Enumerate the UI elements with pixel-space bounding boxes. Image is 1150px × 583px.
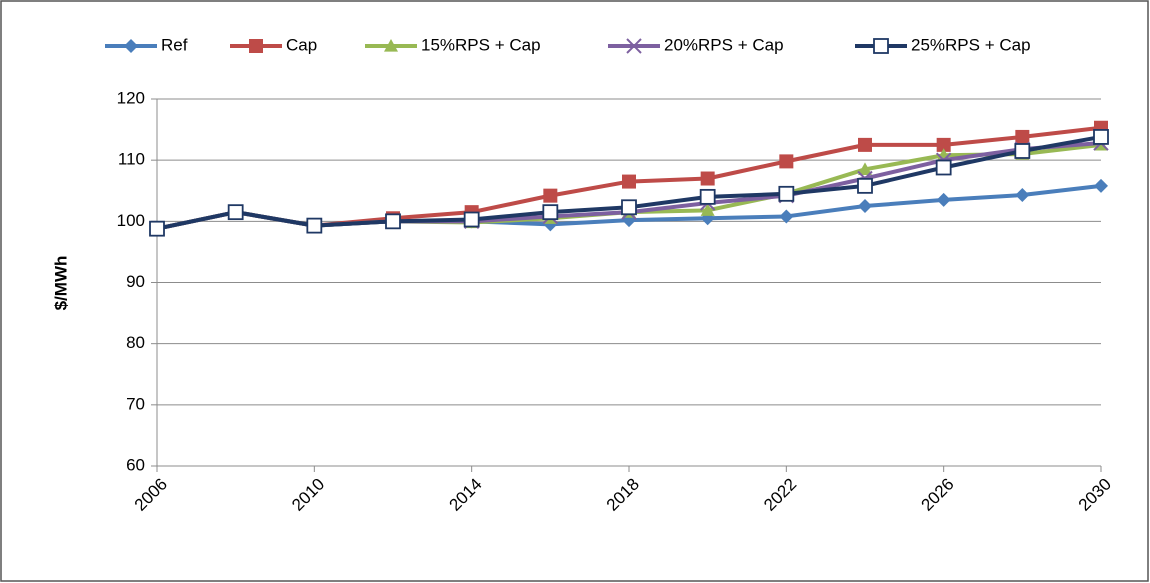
marker [149,220,165,237]
y-axis-label: $/MWh [51,256,70,311]
marker [779,154,794,169]
marker [384,39,398,52]
marker [1093,129,1109,145]
marker [1014,143,1031,159]
y-tick-label: 80 [126,333,145,352]
legend-item: 20%RPS + Cap [608,35,784,54]
y-tick-label: 90 [126,272,145,291]
marker [857,177,873,194]
y-tick-label: 100 [117,211,145,230]
legend-label: Cap [286,35,317,54]
marker [1015,129,1030,144]
y-tick-label: 120 [117,88,145,107]
y-tick-label: 110 [118,150,145,169]
marker [542,204,559,221]
marker [1015,188,1030,203]
legend-label: 15%RPS + Cap [421,35,541,54]
marker [622,174,636,189]
y-tick-label: 60 [126,455,145,474]
marker [700,203,715,216]
marker [779,209,794,224]
marker [626,38,642,54]
marker [858,199,872,214]
series [149,129,1109,237]
marker [249,39,263,53]
marker [936,192,951,207]
legend-item: 25%RPS + Cap [855,35,1031,54]
marker [621,199,637,216]
marker [227,204,244,221]
marker [1094,178,1108,193]
marker [858,137,872,152]
marker [935,159,952,176]
marker [858,162,872,175]
marker [306,217,323,234]
marker [124,39,138,53]
marker [936,137,951,152]
marker [463,211,480,228]
marker [700,171,715,186]
marker [543,188,558,203]
marker [699,188,716,205]
legend-item: 15%RPS + Cap [365,35,541,54]
legend-item: Ref [105,35,188,54]
legend-label: 20%RPS + Cap [664,35,784,54]
legend-item: Cap [230,35,317,54]
legend-label: Ref [161,35,188,54]
marker [778,185,795,202]
marker [385,213,401,230]
legend-label: 25%RPS + Cap [911,35,1031,54]
marker [873,38,889,54]
y-tick-label: 70 [126,394,145,413]
